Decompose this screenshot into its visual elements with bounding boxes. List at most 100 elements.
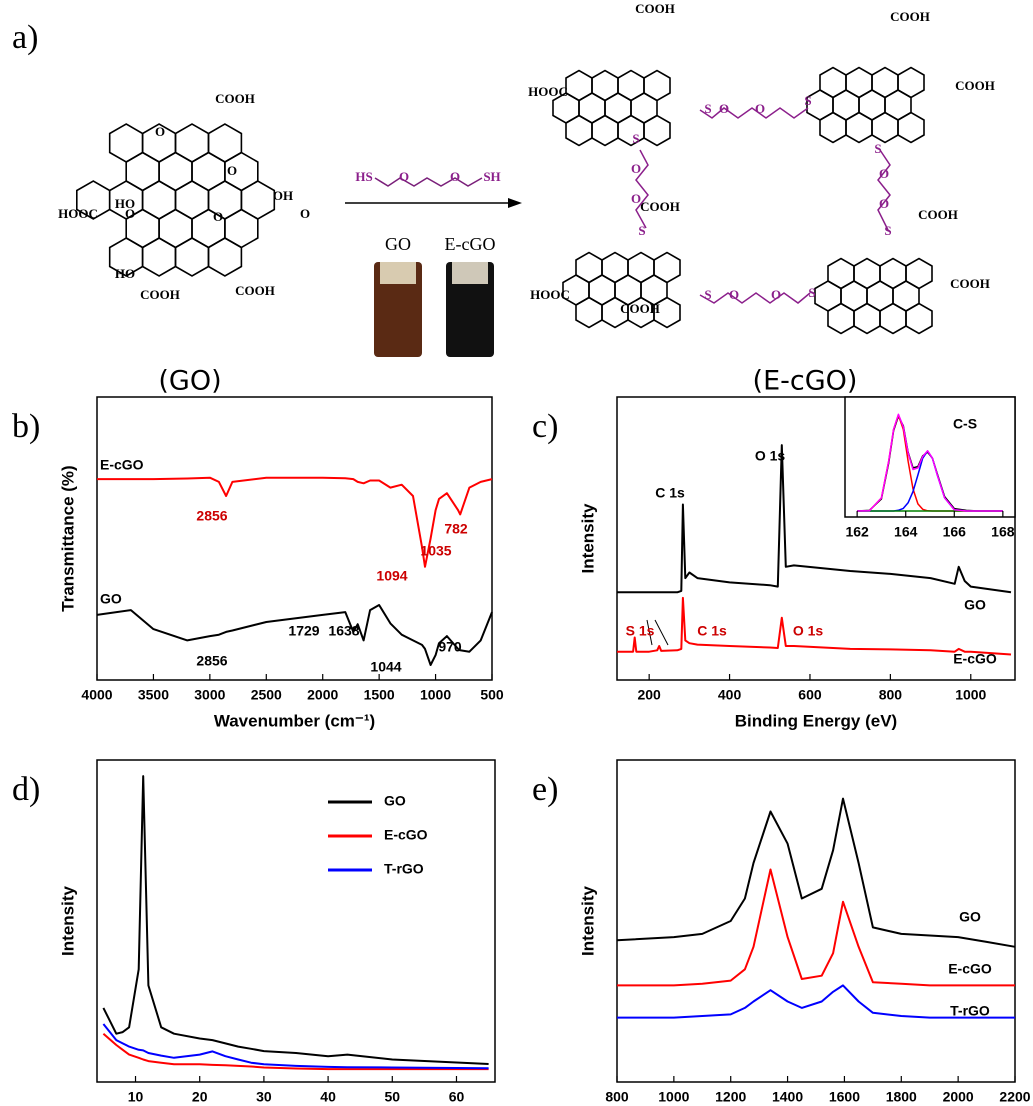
vial-label: GO xyxy=(385,234,411,254)
group-label: O xyxy=(631,161,641,176)
group-label: COOH xyxy=(140,287,180,302)
group-label: O xyxy=(227,163,237,178)
x-tick-label: 2200 xyxy=(999,1089,1030,1105)
series-label: GO xyxy=(964,597,986,613)
ring xyxy=(828,304,854,334)
x-tick-label: 1000 xyxy=(420,687,451,703)
group-label: COOH xyxy=(950,276,990,291)
x-tick-label: 20 xyxy=(192,1089,208,1105)
x-tick-label: 800 xyxy=(879,687,903,703)
group-label: O xyxy=(155,124,165,139)
x-tick-label: 1000 xyxy=(955,687,986,703)
group-label: COOH xyxy=(635,1,675,16)
series-line xyxy=(103,776,488,1064)
ring xyxy=(126,153,159,191)
panel-label: b) xyxy=(12,408,40,445)
x-tick-label: 2000 xyxy=(943,1089,974,1105)
reagent: O xyxy=(450,169,460,184)
x-tick-label: 30 xyxy=(256,1089,272,1105)
x-tick-label: 40 xyxy=(320,1089,336,1105)
group-label: O xyxy=(729,287,739,302)
x-tick-label: 200 xyxy=(637,687,661,703)
reagent: O xyxy=(399,169,409,184)
x-tick-label: 162 xyxy=(845,524,869,540)
x-tick-label: 400 xyxy=(718,687,742,703)
ring xyxy=(225,210,258,248)
annotation: C 1s xyxy=(697,623,727,639)
x-tick-label: 1400 xyxy=(772,1089,803,1105)
x-tick-label: 4000 xyxy=(81,687,112,703)
ring xyxy=(618,116,644,146)
reagent: HS xyxy=(355,169,372,184)
group-label: HOOC xyxy=(528,84,568,99)
ring xyxy=(592,116,618,146)
reagent: SH xyxy=(483,169,500,184)
x-axis-label: Binding Energy (eV) xyxy=(735,711,897,730)
group-label: COOH xyxy=(215,91,255,106)
annotation: S 1s xyxy=(626,623,655,639)
x-tick-label: 1500 xyxy=(364,687,395,703)
group-label: COOH xyxy=(955,78,995,93)
group-label: S xyxy=(874,141,881,156)
x-tick-label: 2500 xyxy=(251,687,282,703)
ring xyxy=(209,238,242,276)
series-label: GO xyxy=(959,909,981,925)
group-label: COOH xyxy=(640,199,680,214)
ring xyxy=(898,113,924,143)
x-tick-label: 3000 xyxy=(194,687,225,703)
ring xyxy=(820,113,846,143)
go-caption: (GO) xyxy=(158,366,221,397)
group-label: O xyxy=(771,287,781,302)
x-tick-label: 3500 xyxy=(138,687,169,703)
arrow-head xyxy=(508,198,522,208)
legend-label: GO xyxy=(384,793,406,809)
group-label: O xyxy=(879,196,889,211)
x-tick-label: 60 xyxy=(449,1089,465,1105)
series-label: E-cGO xyxy=(953,651,997,667)
pointer xyxy=(655,620,668,645)
group-label: COOH xyxy=(918,207,958,222)
annotation: 1035 xyxy=(420,543,451,559)
series-line xyxy=(103,1034,488,1069)
annotation: O 1s xyxy=(793,623,824,639)
group-label: HOOC xyxy=(530,287,570,302)
group-label: O xyxy=(300,206,310,221)
ring xyxy=(880,304,906,334)
panel-label: a) xyxy=(12,19,38,56)
group-label: S xyxy=(704,287,711,302)
x-tick-label: 164 xyxy=(894,524,918,540)
annotation: C 1s xyxy=(655,485,685,501)
ring xyxy=(576,298,602,328)
y-axis-label: Intensity xyxy=(58,886,77,956)
group-label: HOOC xyxy=(58,206,98,221)
x-tick-label: 500 xyxy=(480,687,504,703)
annotation: 970 xyxy=(438,639,462,655)
annotation: 1638 xyxy=(328,623,359,639)
series-label: E-cGO xyxy=(948,961,992,977)
ring xyxy=(241,181,274,219)
x-tick-label: 166 xyxy=(943,524,967,540)
legend-label: T-rGO xyxy=(384,861,424,877)
group-label: COOH xyxy=(235,283,275,298)
x-tick-label: 50 xyxy=(385,1089,401,1105)
x-tick-label: 800 xyxy=(605,1089,629,1105)
ring xyxy=(176,238,209,276)
x-tick-label: 168 xyxy=(991,524,1015,540)
ecgo-caption: (E-cGO) xyxy=(753,366,858,397)
group-label: S xyxy=(884,223,891,238)
linker xyxy=(878,150,890,230)
group-label: COOH xyxy=(620,301,660,316)
legend-label: E-cGO xyxy=(384,827,428,843)
series-label: T-rGO xyxy=(950,1003,990,1019)
x-tick-label: 10 xyxy=(128,1089,144,1105)
annotation: 1094 xyxy=(376,568,407,584)
reagent-chain xyxy=(375,178,482,186)
ring xyxy=(110,124,143,162)
group-label: HO xyxy=(115,266,135,281)
ring xyxy=(566,116,592,146)
annotation: 1729 xyxy=(288,623,319,639)
inset-frame xyxy=(845,397,1015,517)
ring xyxy=(906,304,932,334)
annotation: 782 xyxy=(444,521,468,537)
annotation: 1044 xyxy=(370,659,401,675)
